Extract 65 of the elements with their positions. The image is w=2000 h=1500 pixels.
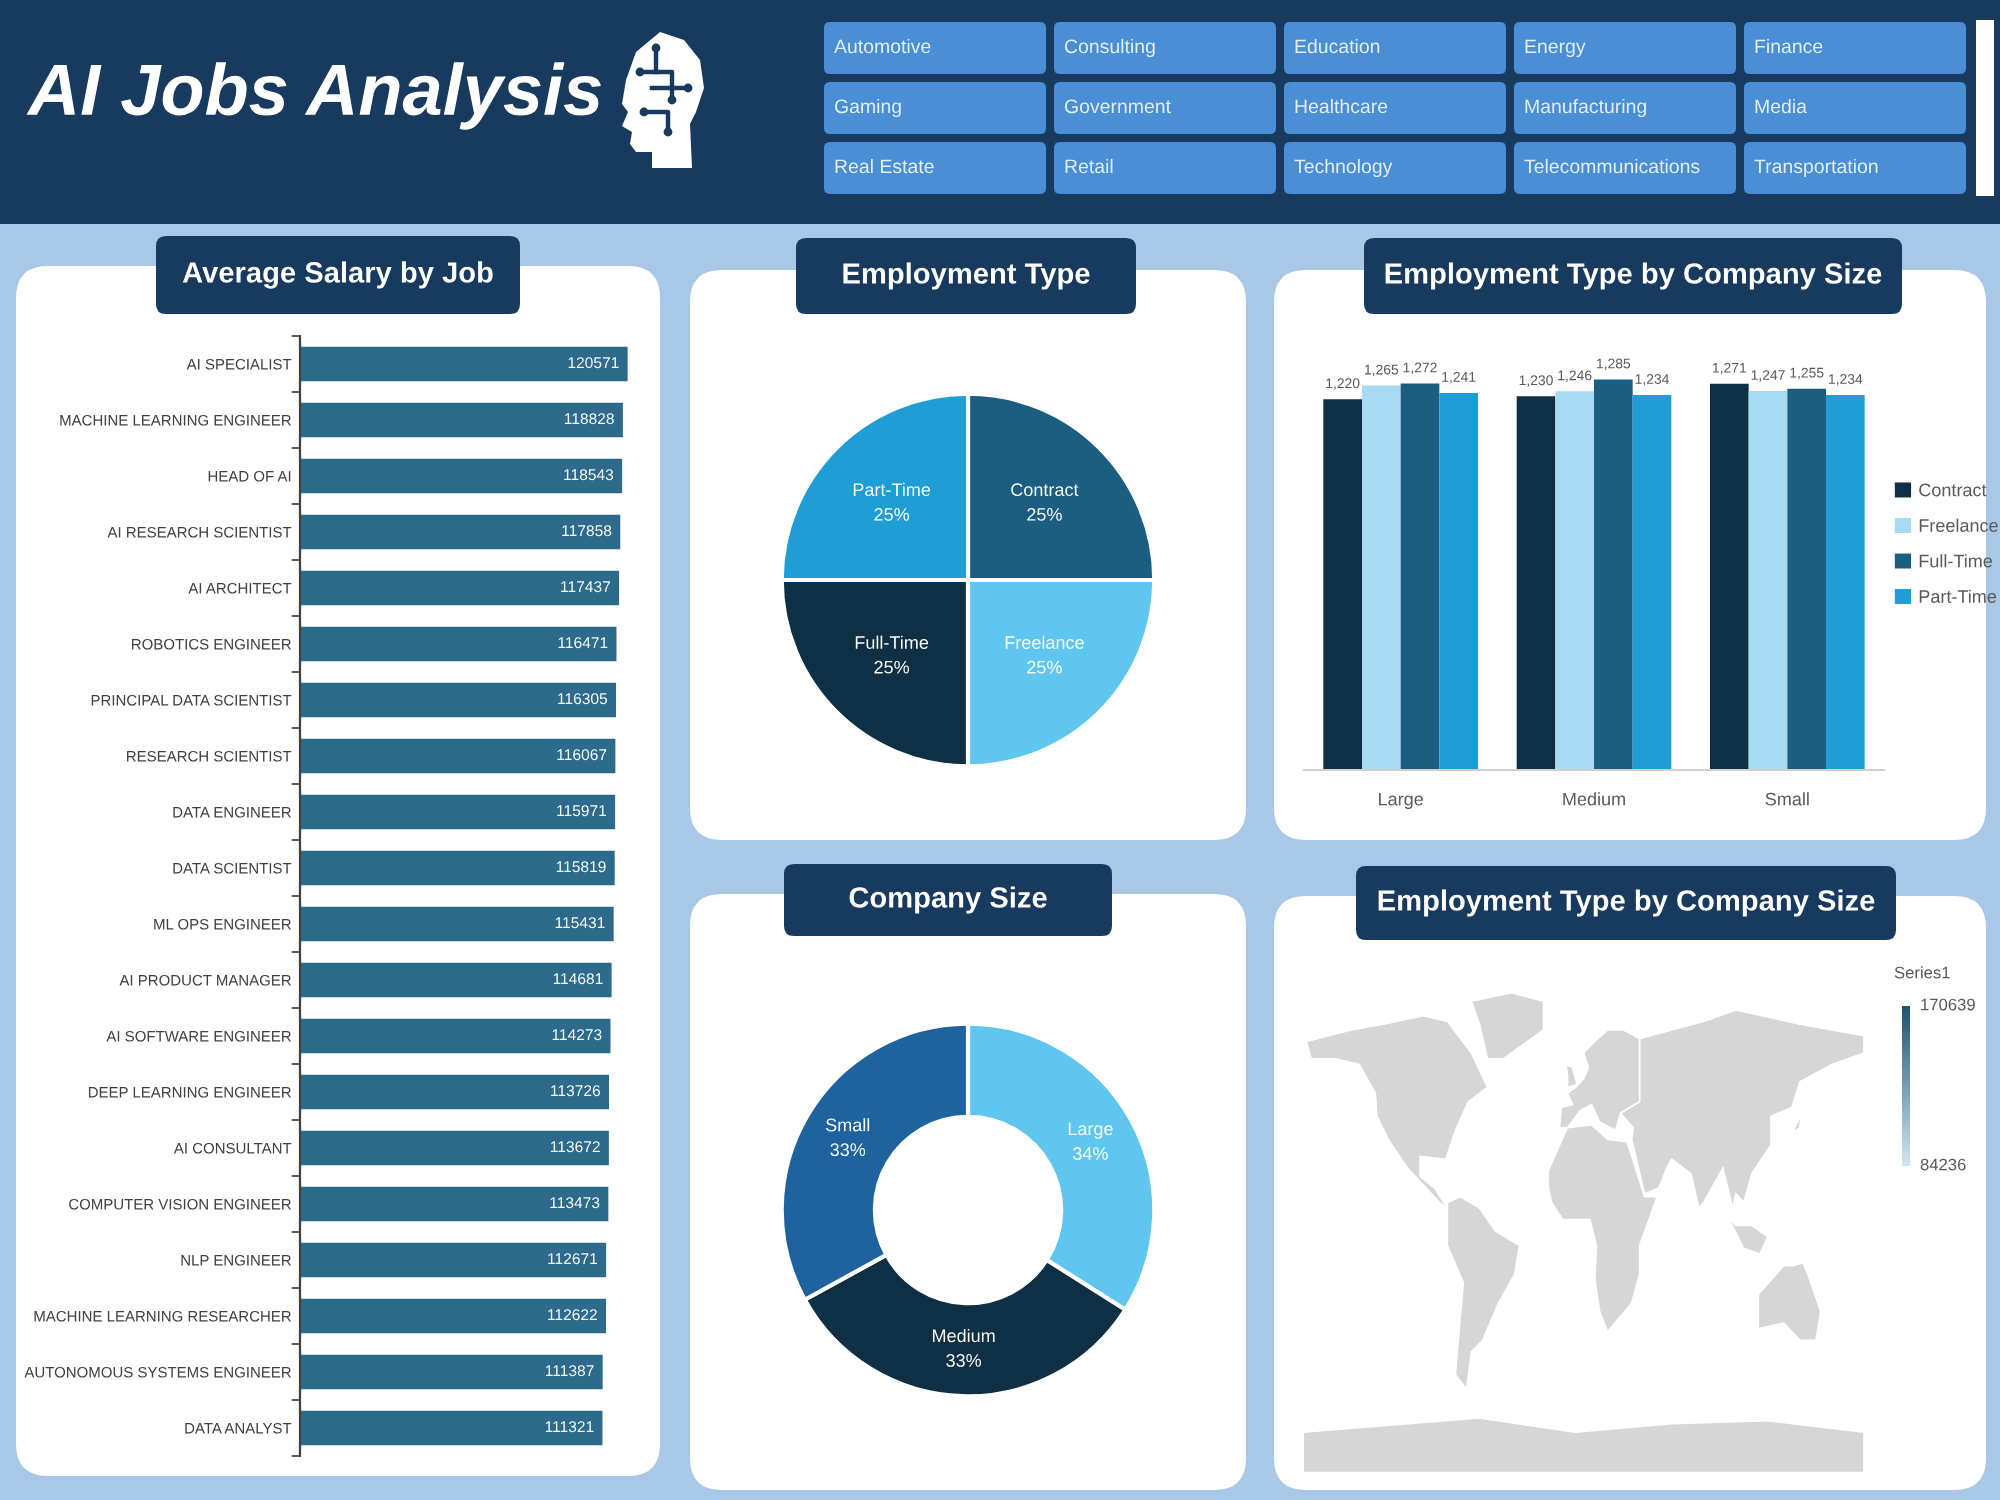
category-label: Media: [1755, 98, 1807, 114]
bar: [300, 738, 616, 774]
data-label: 25%: [1027, 508, 1062, 521]
category-label: Education: [1295, 38, 1380, 54]
x-tick-label: Medium: [1563, 792, 1625, 806]
bar: [300, 794, 616, 830]
category-label: Government: [1064, 99, 1171, 114]
bar: [300, 514, 621, 550]
legend-label: Part-Time: [1919, 589, 1997, 603]
slice-label: Large: [1068, 1122, 1113, 1139]
data-label: 34%: [1073, 1147, 1108, 1160]
text: Employment Type by Company Size: [1378, 889, 1875, 917]
bar: [300, 626, 617, 662]
bar: [300, 346, 628, 382]
data-label: 33%: [830, 1143, 866, 1157]
data-label: 25%: [1027, 660, 1062, 674]
slice-label: Medium: [932, 1328, 995, 1343]
bar: [300, 1186, 609, 1222]
bar: [300, 402, 623, 438]
category-label: Consulting: [1064, 38, 1155, 58]
x-tick-label: Large: [1379, 792, 1423, 810]
slice-label: Small: [826, 1118, 870, 1132]
chart-title: Average Salary by Job: [182, 261, 493, 289]
bar: [300, 458, 623, 494]
legend-title: Series1: [1894, 966, 1950, 979]
text: 170639: [1921, 998, 1975, 1011]
category-label: Technology: [1294, 158, 1393, 178]
bar: [300, 1130, 609, 1166]
category-label: Finance: [1755, 38, 1823, 54]
text: AI Jobs Analysis: [26, 62, 601, 130]
slice-label: Freelance: [1005, 635, 1084, 649]
chart-title: Company Size: [849, 886, 1047, 914]
text: 84236: [1920, 1158, 1966, 1171]
category-label: Transportation: [1754, 158, 1878, 178]
legend-label: Full-Time: [1919, 554, 1993, 568]
bar: [300, 570, 620, 606]
category-label: Telecommunications: [1524, 158, 1700, 174]
bar: [300, 1354, 603, 1390]
bar: [300, 1410, 603, 1446]
category-label: Retail: [1065, 158, 1113, 174]
chart-title: Employment Type: [843, 262, 1090, 290]
category-label: Automotive: [834, 38, 931, 54]
bar: [300, 1242, 607, 1278]
category-label: Manufacturing: [1525, 98, 1646, 118]
slice-label: Full-Time: [855, 635, 929, 649]
slice-label: Part-Time: [853, 482, 931, 497]
slice-label: Contract: [1011, 483, 1079, 497]
bar: [300, 962, 612, 998]
bar: [300, 682, 617, 718]
category-label: Energy: [1525, 39, 1586, 58]
category-label: Healthcare: [1295, 98, 1388, 114]
bar: [300, 850, 615, 886]
category-label: Real Estate: [835, 158, 934, 174]
bar: [300, 1298, 607, 1334]
bar: [300, 1018, 611, 1054]
bar: [300, 906, 614, 942]
chart-title: Employment Type by Company Size: [1385, 262, 1882, 290]
data-label: 25%: [874, 660, 910, 674]
data-label: 33%: [946, 1354, 982, 1367]
bar: [300, 1074, 610, 1110]
data-label: 25%: [874, 508, 910, 521]
legend-label: Contract: [1919, 483, 1987, 497]
category-label: Gaming: [834, 98, 901, 118]
x-tick-label: Small: [1765, 792, 1809, 806]
legend-label: Freelance: [1919, 518, 1998, 532]
